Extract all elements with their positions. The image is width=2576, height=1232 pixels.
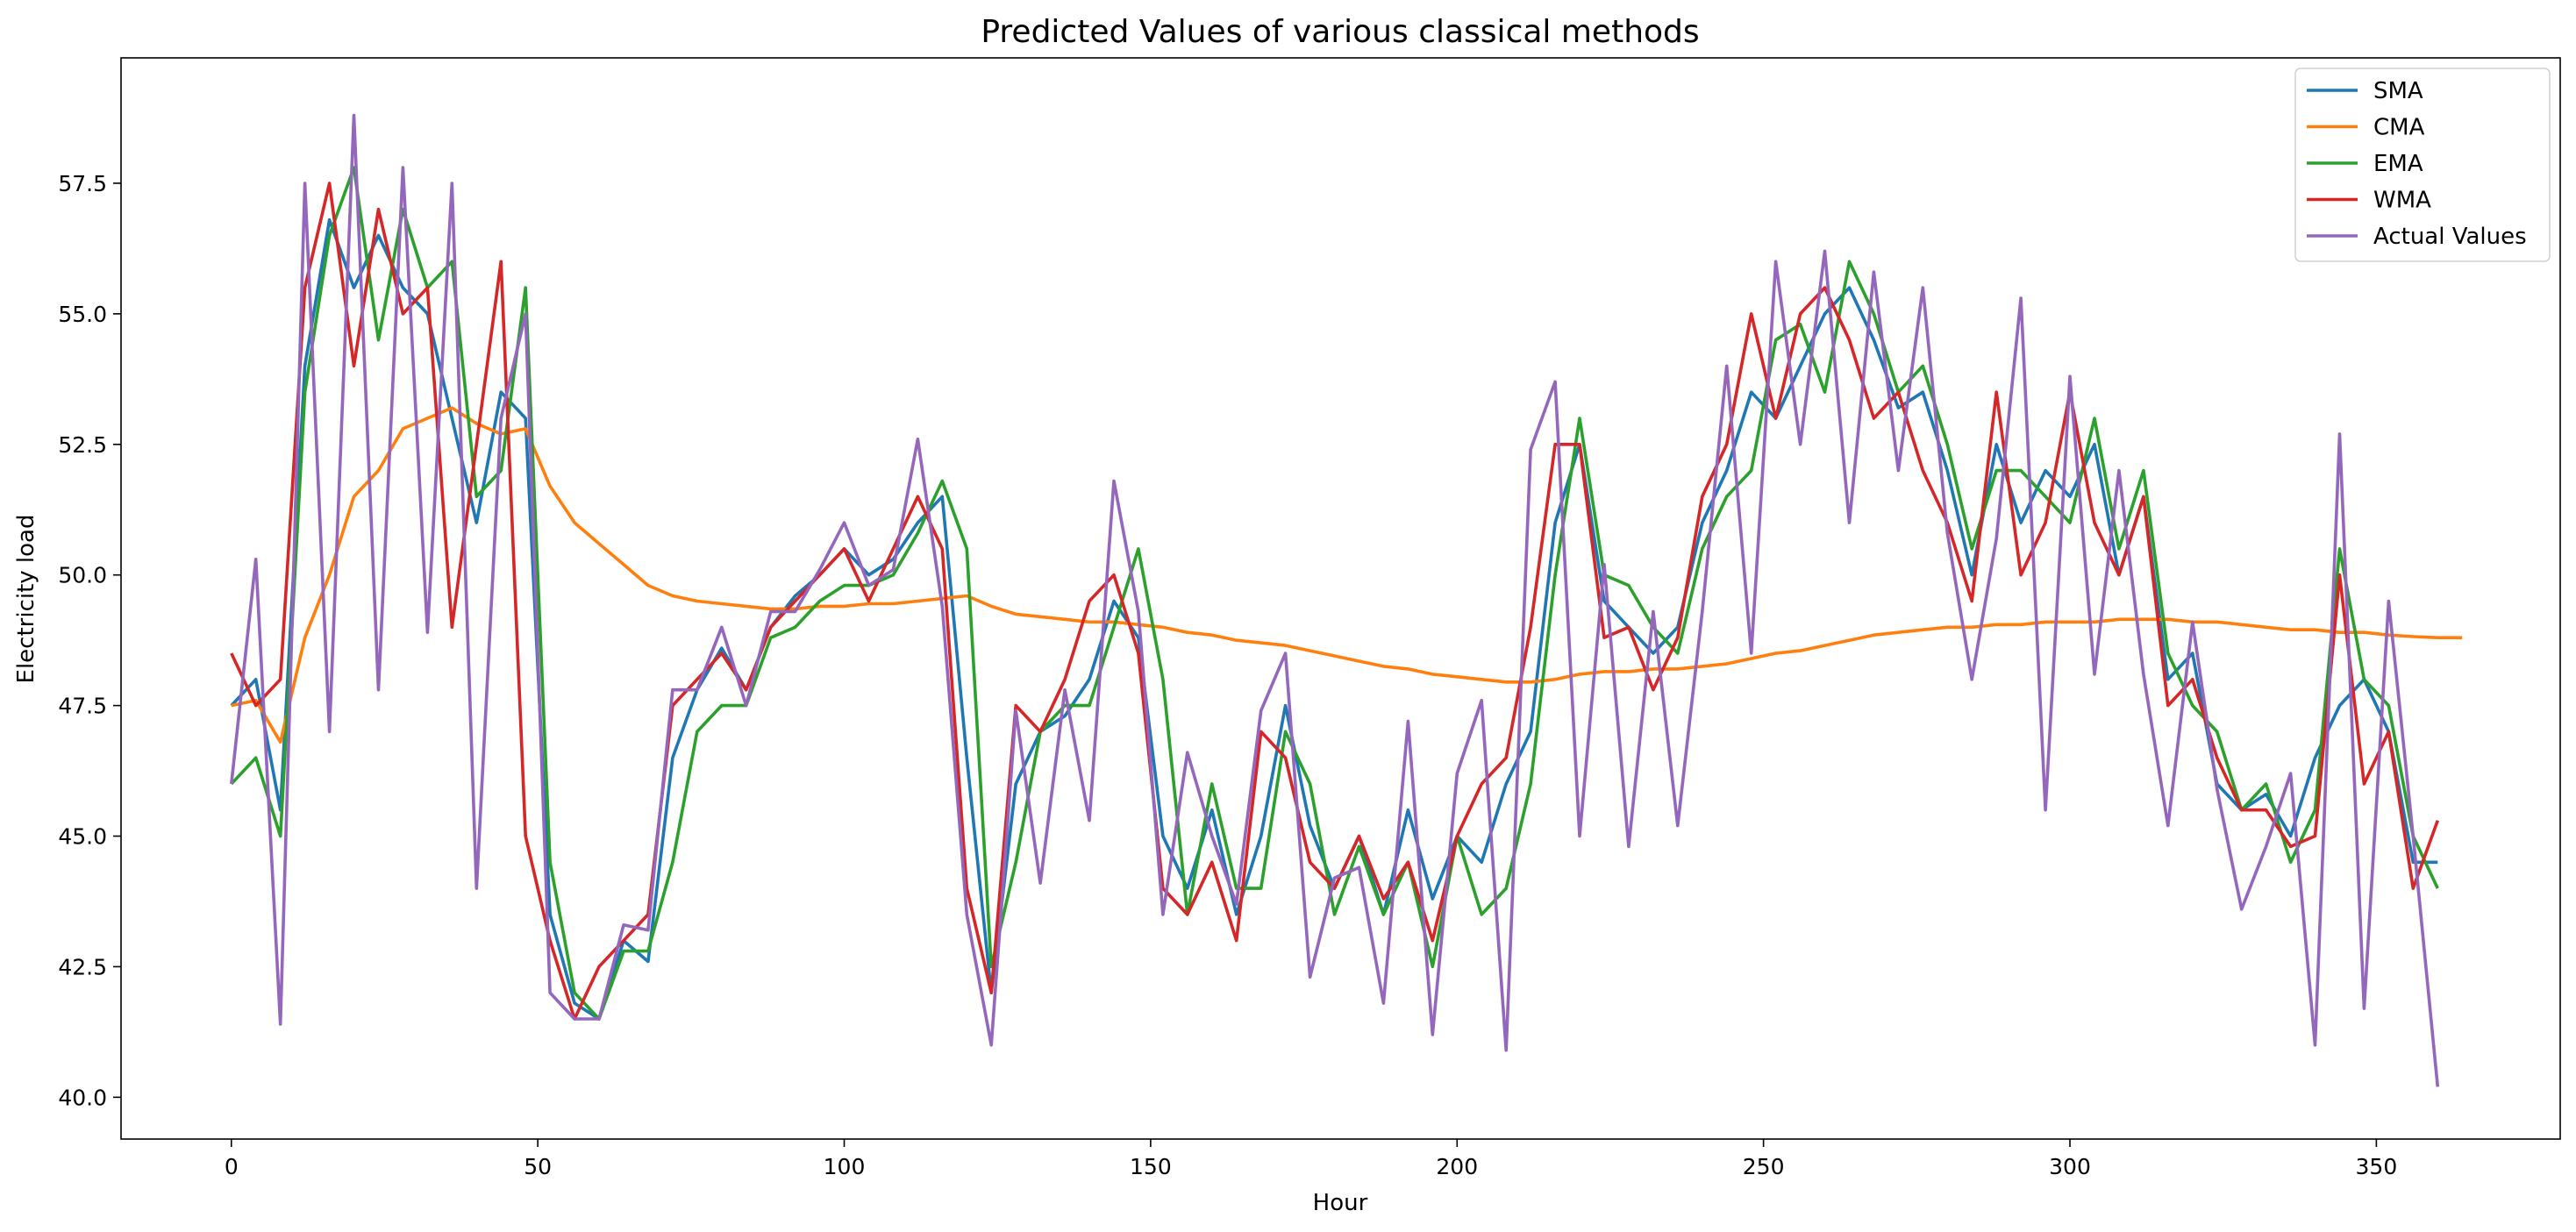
y-tick-label: 42.5: [58, 954, 107, 979]
x-tick-label: 350: [2356, 1154, 2398, 1179]
y-tick-label: 50.0: [58, 563, 107, 588]
x-axis-label: Hour: [1313, 1190, 1368, 1216]
y-tick-label: 55.0: [58, 302, 107, 327]
legend: SMA CMA EMA WMA Actual Values: [2294, 68, 2551, 262]
x-axis: 0 50 100 150 200 250 300 350: [225, 1139, 2397, 1179]
series-line-actual-values: [230, 113, 2440, 1087]
legend-entry-label: SMA: [2373, 78, 2423, 104]
plot-area-frame: [120, 57, 2561, 1140]
y-tick-label: 57.5: [58, 171, 107, 196]
chart-title: Predicted Values of various classical me…: [981, 14, 1699, 50]
x-tick-label: 0: [225, 1154, 239, 1179]
x-tick-label: 50: [524, 1154, 552, 1179]
legend-entry-label: CMA: [2373, 115, 2425, 141]
x-tick-label: 200: [1436, 1154, 1478, 1179]
legend-entry-label: WMA: [2373, 188, 2431, 214]
legend-entry-label: EMA: [2373, 151, 2423, 177]
y-axis: 40.0 42.5 45.0 47.5 50.0 52.5 55.0 57.5: [58, 171, 121, 1110]
y-axis-label: Electricity load: [13, 515, 39, 684]
legend-box: [2294, 68, 2551, 262]
x-tick-label: 150: [1130, 1154, 1172, 1179]
legend-entry-label: Actual Values: [2373, 224, 2527, 250]
x-tick-label: 250: [1743, 1154, 1785, 1179]
y-tick-label: 45.0: [58, 824, 107, 850]
x-tick-label: 100: [824, 1154, 866, 1179]
plot-lines: [230, 113, 2463, 1087]
y-tick-label: 40.0: [58, 1085, 107, 1110]
y-tick-label: 52.5: [58, 432, 107, 458]
x-tick-label: 300: [2049, 1154, 2091, 1179]
y-tick-label: 47.5: [58, 694, 107, 719]
